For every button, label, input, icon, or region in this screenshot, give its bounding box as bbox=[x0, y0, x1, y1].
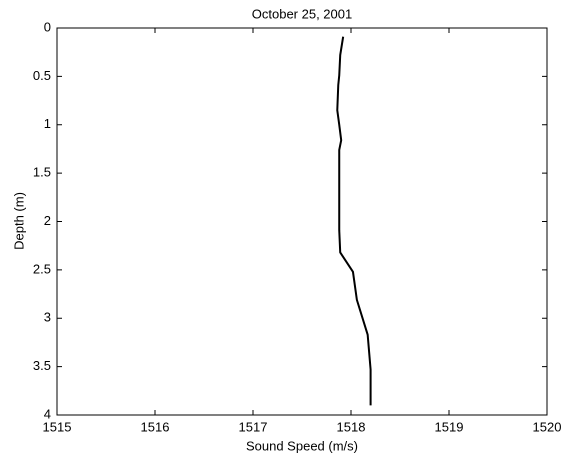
x-tick-label: 1518 bbox=[337, 419, 366, 434]
y-tick-label: 0 bbox=[44, 19, 51, 34]
y-tick-label: 4 bbox=[44, 406, 51, 421]
y-tick-label: 2 bbox=[44, 213, 51, 228]
x-tick-label: 1517 bbox=[239, 419, 268, 434]
profile-line bbox=[336, 36, 372, 406]
y-tick-label: 0.5 bbox=[33, 68, 51, 83]
x-tick-label: 1520 bbox=[533, 419, 562, 434]
y-tick-label: 3 bbox=[44, 310, 51, 325]
y-axis-label: Depth (m) bbox=[11, 192, 26, 250]
plot-frame bbox=[56, 27, 548, 416]
x-tick-label: 1519 bbox=[435, 419, 464, 434]
y-tick-label: 1 bbox=[44, 116, 51, 131]
y-tick-label: 2.5 bbox=[33, 261, 51, 276]
y-tick-label: 3.5 bbox=[33, 358, 51, 373]
x-axis-label: Sound Speed (m/s) bbox=[246, 438, 358, 453]
chart-title: October 25, 2001 bbox=[252, 6, 352, 21]
x-tick-label: 1516 bbox=[141, 419, 170, 434]
y-tick-label: 1.5 bbox=[33, 165, 51, 180]
x-tick-label: 1515 bbox=[43, 419, 72, 434]
